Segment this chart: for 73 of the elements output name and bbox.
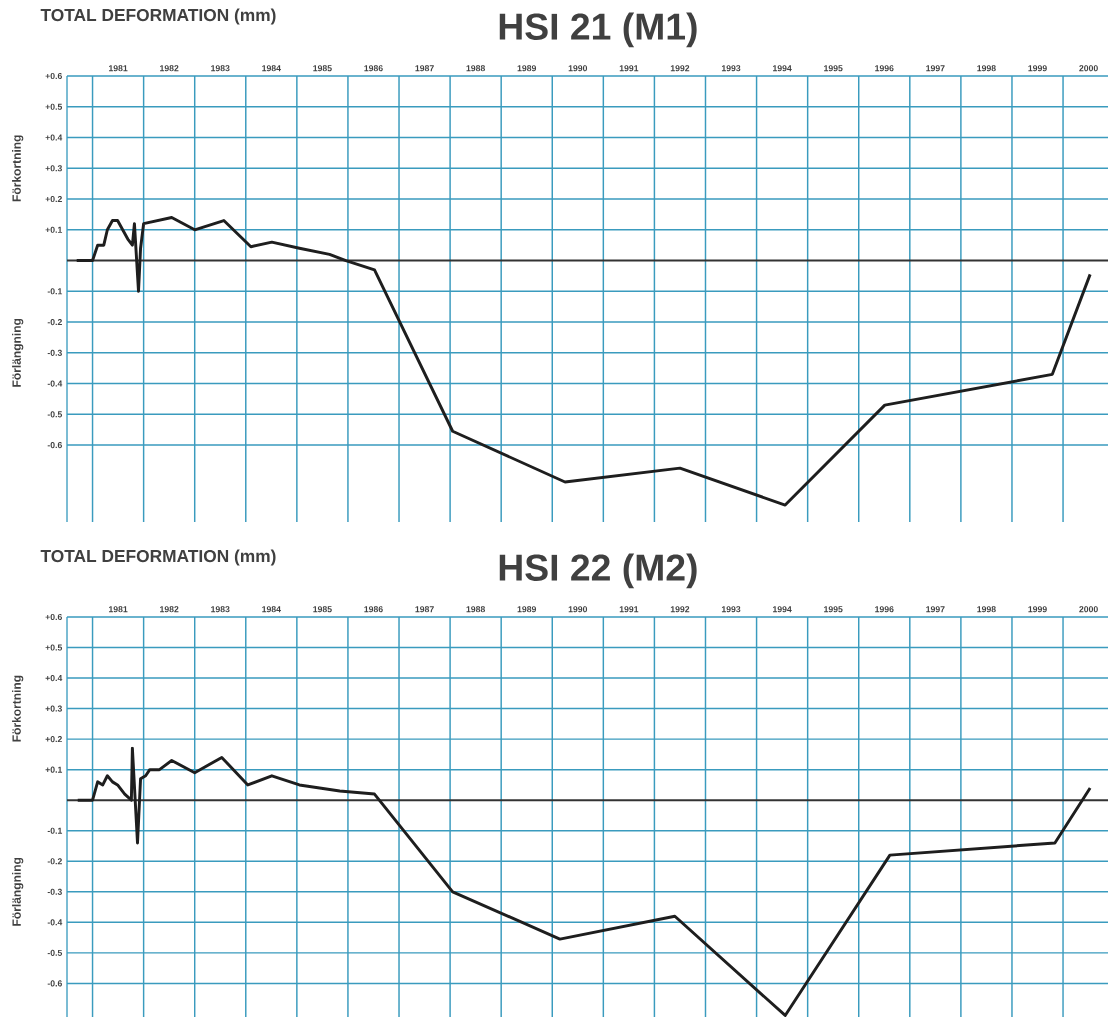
x-tick-label: 1996 <box>875 65 894 72</box>
y-tick-label: +0.1 <box>45 226 63 233</box>
x-tick-label: 1998 <box>977 606 996 613</box>
x-tick-label: 1985 <box>313 606 332 613</box>
x-tick-label: 1994 <box>773 65 792 72</box>
y-tick-label: -0.4 <box>47 919 63 926</box>
y-tick-label: -0.6 <box>47 442 62 449</box>
y-tick-label: -0.1 <box>47 827 63 834</box>
x-tick-label: 1998 <box>977 65 996 72</box>
x-tick-label: 1999 <box>1028 606 1047 613</box>
x-tick-label: 1986 <box>364 606 383 613</box>
x-tick-label: 1983 <box>211 65 230 72</box>
x-tick-label: 1993 <box>721 606 741 613</box>
x-tick-label: 1981 <box>108 606 128 613</box>
y-tick-label: +0.3 <box>45 705 62 712</box>
y-tick-label: +0.6 <box>45 613 62 621</box>
x-tick-label: 1996 <box>875 606 894 613</box>
x-tick-label: 1991 <box>619 65 639 72</box>
x-tick-label: 1989 <box>517 65 537 72</box>
x-tick-label: 1994 <box>773 606 792 613</box>
y-axis-title: TOTAL DEFORMATION (mm) <box>40 8 276 25</box>
y-tick-label: +0.3 <box>45 165 62 172</box>
y-tick-label: +0.4 <box>45 675 63 682</box>
x-tick-label: 1989 <box>517 606 537 613</box>
x-tick-label: 1988 <box>466 65 486 72</box>
x-tick-label: 1997 <box>926 65 945 72</box>
y-tick-label: +0.4 <box>45 134 63 141</box>
y-tick-label: -0.1 <box>47 288 63 295</box>
y-tick-label: -0.5 <box>47 949 63 956</box>
y-tick-label: -0.6 <box>47 980 62 987</box>
y-axis-title: TOTAL DEFORMATION (mm) <box>40 549 276 566</box>
x-tick-label: 1992 <box>670 65 690 72</box>
y-tick-label: -0.4 <box>47 380 63 387</box>
y-tick-label: -0.2 <box>47 858 62 865</box>
text: Förlängning <box>12 318 24 387</box>
text: Förlängning <box>12 857 24 926</box>
line-series <box>76 746 1092 1017</box>
y-tick-label: -0.5 <box>47 411 63 418</box>
x-tick-label: 1982 <box>160 65 179 72</box>
x-tick-label: 1990 <box>568 65 588 72</box>
x-tick-label: 1987 <box>415 65 434 72</box>
x-tick-label: 1982 <box>160 606 179 613</box>
x-tick-label: 1981 <box>108 65 128 72</box>
x-tick-label: 1997 <box>926 606 945 613</box>
x-tick-label: 1999 <box>1028 65 1047 72</box>
chart-title: HSI 22 (M2) <box>499 553 697 589</box>
x-tick-label: 1991 <box>619 606 639 613</box>
text: Förkortning <box>12 135 24 202</box>
y-tick-label: +0.2 <box>45 195 62 203</box>
x-tick-label: 1993 <box>721 65 741 72</box>
y-tick-label: +0.1 <box>45 766 63 773</box>
y-tick-label: -0.3 <box>47 349 62 356</box>
x-tick-label: 1986 <box>364 65 383 72</box>
y-tick-label: +0.5 <box>45 644 63 651</box>
y-tick-label: +0.5 <box>45 103 63 110</box>
x-tick-label: 2000 <box>1079 606 1098 613</box>
y-tick-label: +0.6 <box>45 72 62 80</box>
chart-title: HSI 21 (M1) <box>499 12 697 48</box>
y-tick-label: -0.3 <box>47 888 62 895</box>
y-tick-label: -0.2 <box>47 319 62 326</box>
x-tick-label: 1983 <box>211 606 230 613</box>
x-tick-label: 1984 <box>262 606 281 613</box>
x-tick-label: 1990 <box>568 606 588 613</box>
x-tick-label: 1992 <box>670 606 690 613</box>
text: Förkortning <box>12 675 24 742</box>
x-tick-label: 1984 <box>262 65 281 72</box>
x-tick-label: 1985 <box>313 65 332 72</box>
x-tick-label: 2000 <box>1079 65 1098 72</box>
x-tick-label: 1995 <box>824 606 843 613</box>
y-tick-label: +0.2 <box>45 736 62 743</box>
x-tick-label: 1987 <box>415 606 434 613</box>
x-tick-label: 1995 <box>824 65 843 72</box>
x-tick-label: 1988 <box>466 606 486 613</box>
